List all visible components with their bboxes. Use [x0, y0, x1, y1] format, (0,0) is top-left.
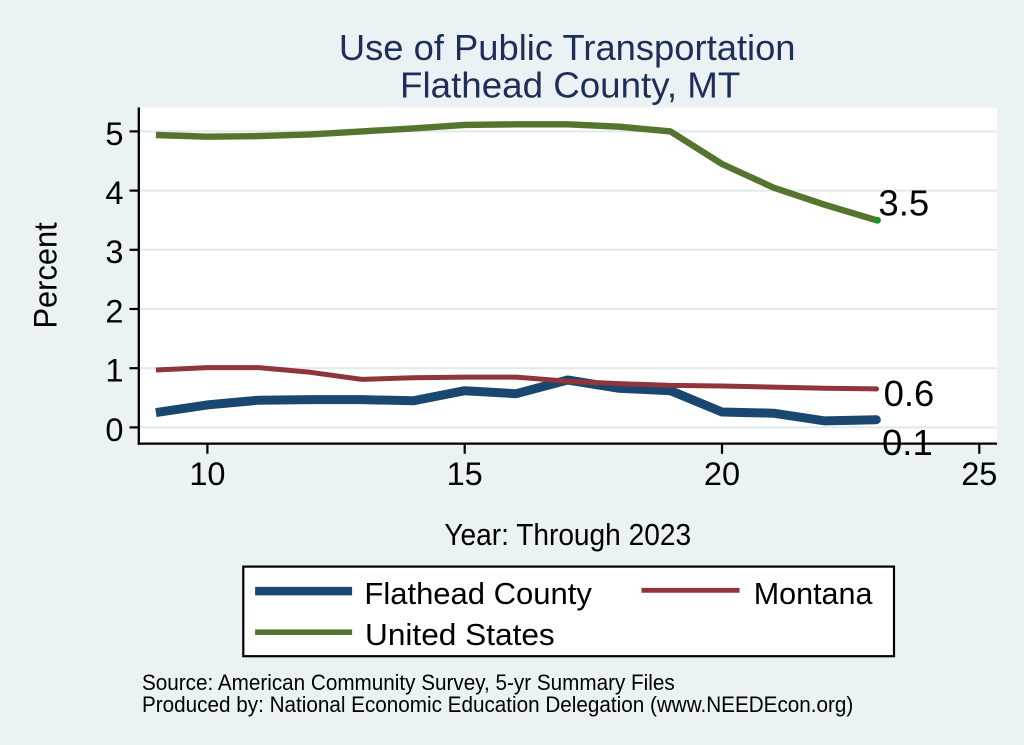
svg-text:25: 25: [961, 456, 997, 492]
svg-text:Year: Through 2023: Year: Through 2023: [444, 518, 691, 552]
svg-text:1: 1: [105, 353, 123, 389]
svg-text:United States: United States: [365, 617, 555, 652]
svg-text:10: 10: [189, 456, 225, 492]
svg-text:Flathead County: Flathead County: [364, 576, 592, 611]
svg-text:Flathead County, MT: Flathead County, MT: [400, 65, 740, 106]
svg-text:0.6: 0.6: [884, 373, 935, 414]
svg-text:Produced by: National Economic: Produced by: National Economic Education…: [142, 692, 853, 717]
svg-text:5: 5: [105, 116, 123, 152]
svg-text:Montana: Montana: [754, 576, 874, 611]
svg-text:2: 2: [105, 293, 123, 329]
svg-text:0: 0: [105, 412, 123, 448]
svg-text:Source: American Community Sur: Source: American Community Survey, 5-yr …: [142, 670, 675, 695]
svg-text:4: 4: [105, 175, 123, 211]
svg-text:3: 3: [105, 234, 123, 270]
svg-text:Use of Public Transportation: Use of Public Transportation: [339, 27, 796, 68]
svg-text:3.5: 3.5: [878, 182, 929, 223]
svg-text:20: 20: [704, 456, 740, 492]
svg-text:15: 15: [447, 456, 483, 492]
svg-text:Percent: Percent: [28, 222, 64, 329]
svg-text:0.1: 0.1: [882, 422, 933, 463]
